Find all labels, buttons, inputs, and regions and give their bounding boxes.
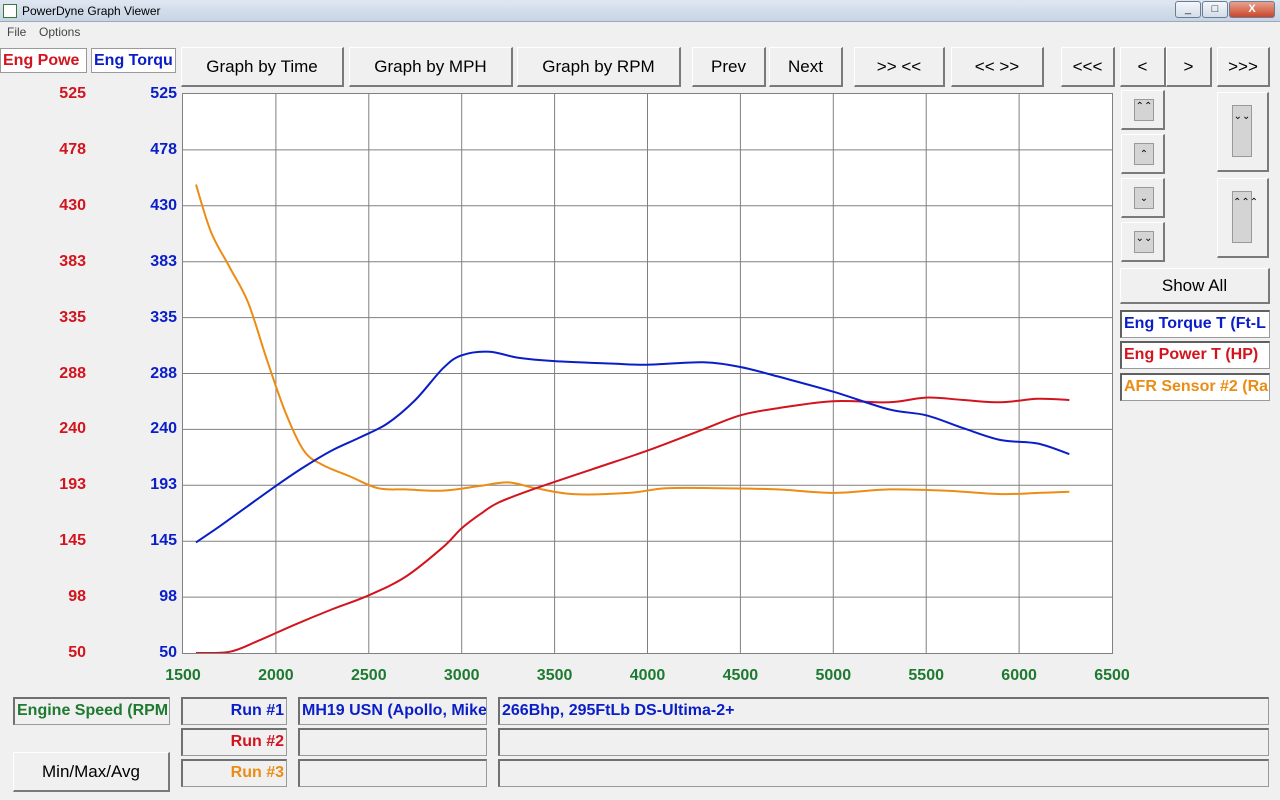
power-axis-tick-label: 335 [59, 308, 86, 326]
series-afr-line [195, 184, 1070, 496]
run-2-notes[interactable] [498, 728, 1269, 756]
power-axis-tick-label: 383 [59, 252, 86, 270]
scroll-down-button[interactable]: ⌄ [1121, 178, 1165, 218]
scroll-far-left-button[interactable]: <<< [1061, 47, 1115, 87]
rpm-axis-tick-label: 4000 [629, 667, 666, 684]
torque-axis-tick-label: 335 [150, 308, 177, 326]
min-max-avg-button[interactable]: Min/Max/Avg [13, 752, 170, 792]
series-torque-line [195, 350, 1070, 544]
power-axis-tick-label: 288 [59, 364, 86, 382]
power-axis-tick-label: 145 [59, 532, 86, 550]
scroll-up-button[interactable]: ⌃ [1121, 134, 1165, 174]
torque-axis-tick-label: 478 [150, 140, 177, 158]
compress-chevrons-icon: ⌃⌃⌃ [1232, 191, 1258, 243]
scroll-bottom-button[interactable]: ⌄⌄ [1121, 222, 1165, 262]
compress-scale-button[interactable]: ⌃⌃⌃ [1217, 178, 1269, 258]
run-3-notes[interactable] [498, 759, 1269, 787]
power-axis-tick-label: 50 [68, 644, 86, 661]
next-button[interactable]: Next [769, 47, 843, 87]
graph-by-mph-button[interactable]: Graph by MPH [349, 47, 513, 87]
rpm-axis-tick-label: 3500 [536, 667, 573, 684]
rpm-axis-tick-label: 3000 [443, 667, 480, 684]
power-axis-tick-label: 430 [59, 196, 86, 214]
rpm-axis-tick-label: 5500 [908, 667, 944, 684]
torque-axis-tick-label: 98 [159, 588, 177, 606]
graph-svg [183, 94, 1112, 653]
expand-scale-button[interactable]: ⌄⌄ [1217, 92, 1269, 172]
app-icon [3, 4, 17, 18]
run-2-label[interactable]: Run #2 [181, 728, 287, 756]
power-axis-tick-label: 525 [59, 85, 86, 102]
run-1-label[interactable]: Run #1 [181, 697, 287, 725]
rpm-axis-tick-label: 5000 [815, 667, 852, 684]
torque-axis-tick-label: 145 [150, 532, 177, 550]
power-axis-tick-label: 240 [59, 420, 86, 438]
chevron-down-icon: ⌄ [1134, 187, 1154, 209]
scroll-far-right-button[interactable]: >>> [1217, 47, 1270, 87]
scroll-right-button[interactable]: > [1166, 47, 1212, 87]
torque-axis-tick-label: 193 [150, 476, 177, 494]
run-2-vehicle[interactable] [298, 728, 487, 756]
rpm-axis-tick-label: 2500 [351, 667, 387, 684]
zoom-in-button[interactable]: >> << [854, 47, 945, 87]
menu-options[interactable]: Options [39, 25, 81, 39]
legend-torque[interactable]: Eng Torque T (Ft-L [1120, 310, 1270, 338]
torque-axis-tick-label: 525 [150, 85, 177, 102]
scroll-left-button[interactable]: < [1120, 47, 1166, 87]
run-3-vehicle[interactable] [298, 759, 487, 787]
torque-axis-tick-label: 240 [150, 420, 177, 438]
graph-by-time-button[interactable]: Graph by Time [181, 47, 344, 87]
power-axis-tick-label: 193 [59, 476, 86, 494]
rpm-axis-tick-label: 2000 [258, 667, 294, 684]
title-bar: PowerDyne Graph Viewer _ □ X [0, 0, 1280, 22]
menu-file[interactable]: File [7, 25, 27, 39]
power-axis-header[interactable]: Eng Powe [0, 48, 87, 73]
run-3-label[interactable]: Run #3 [181, 759, 287, 787]
series-power-line [195, 396, 1070, 653]
torque-axis-tick-label: 288 [150, 364, 177, 382]
rpm-axis-tick-label: 6000 [1001, 667, 1037, 684]
zoom-out-button[interactable]: << >> [951, 47, 1044, 87]
double-chevron-down-icon: ⌄⌄ [1134, 231, 1154, 253]
legend-afr[interactable]: AFR Sensor #2 (Ra [1120, 373, 1270, 401]
window-title: PowerDyne Graph Viewer [22, 4, 161, 18]
power-axis-tick-label: 98 [68, 588, 86, 606]
run-1-notes[interactable]: 266Bhp, 295FtLb DS-Ultima-2+ [498, 697, 1269, 725]
scroll-top-button[interactable]: ⌃⌃ [1121, 90, 1165, 130]
rpm-axis-tick-label: 6500 [1094, 667, 1130, 684]
double-chevron-up-icon: ⌃⌃ [1134, 99, 1154, 121]
close-button[interactable]: X [1229, 1, 1275, 18]
prev-button[interactable]: Prev [692, 47, 766, 87]
torque-axis-tick-label: 383 [150, 252, 177, 270]
rpm-axis-tick-label: 4500 [722, 667, 759, 684]
power-axis-tick-label: 478 [59, 140, 86, 158]
graph-by-rpm-button[interactable]: Graph by RPM [517, 47, 681, 87]
torque-axis-tick-label: 50 [159, 644, 177, 661]
minimize-button[interactable]: _ [1175, 1, 1201, 18]
menu-bar: File Options [0, 22, 1280, 41]
chevron-up-icon: ⌃ [1134, 143, 1154, 165]
run-1-vehicle[interactable]: MH19 USN (Apollo, Mike [298, 697, 487, 725]
graph-plot-area[interactable] [182, 93, 1113, 654]
rpm-axis-tick-label: 1500 [165, 667, 201, 684]
torque-axis-header[interactable]: Eng Torqu [91, 48, 176, 73]
torque-axis-tick-label: 430 [150, 196, 177, 214]
maximize-button[interactable]: □ [1202, 1, 1228, 18]
show-all-button[interactable]: Show All [1120, 268, 1270, 304]
x-axis-label-field[interactable]: Engine Speed (RPM [13, 697, 170, 725]
expand-chevrons-icon: ⌄⌄ [1232, 105, 1252, 157]
legend-power[interactable]: Eng Power T (HP) [1120, 341, 1270, 369]
